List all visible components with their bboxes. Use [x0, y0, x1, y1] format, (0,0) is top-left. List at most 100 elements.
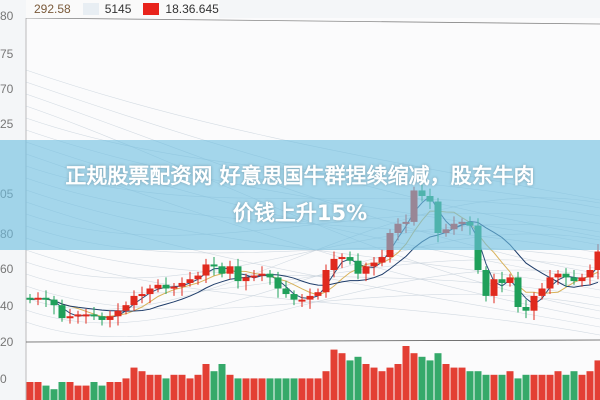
volume-bar [114, 382, 122, 400]
y-tick-label: 25 [0, 117, 14, 131]
volume-bar [234, 378, 242, 400]
moving-average-line [29, 210, 599, 318]
headline-line-1: 正规股票配资网 好意思国牛群捏续缩减，股东牛肉 [65, 164, 535, 188]
volume-bar [314, 378, 322, 400]
candle-body [202, 264, 210, 276]
volume-bar [522, 374, 530, 400]
candle-body [346, 257, 354, 261]
candle-body [50, 299, 58, 306]
volume-bar [218, 364, 226, 400]
background-curve [25, 285, 600, 310]
candle-body [290, 294, 298, 300]
volume-bar [418, 356, 426, 400]
volume-bar [282, 378, 290, 400]
candle-body [522, 307, 530, 311]
candle-body [82, 314, 90, 317]
candle-body [114, 310, 122, 317]
volume-bar [386, 367, 394, 400]
y-tick-label: 0 [0, 372, 7, 386]
candle-body [210, 264, 218, 267]
volume-bar [66, 382, 74, 400]
volume-bar [50, 389, 58, 400]
candle-body [26, 297, 34, 300]
candle-body [570, 277, 578, 282]
volume-bar [194, 374, 202, 400]
volume-bar [322, 371, 330, 400]
y-tick-label: 75 [0, 47, 14, 61]
volume-bar [570, 371, 578, 400]
candle-body [370, 262, 378, 267]
volume-bar [258, 378, 266, 400]
volume-bar [506, 371, 514, 400]
candle-body [490, 279, 498, 296]
candle-body [266, 273, 274, 278]
candle-body [162, 284, 170, 289]
volume-bar [106, 382, 114, 400]
headline-banner [0, 140, 600, 250]
volume-bar [530, 374, 538, 400]
volume-bar [90, 382, 98, 400]
y-tick-label: 80 [0, 9, 14, 23]
volume-bar [482, 374, 490, 400]
candle-body [514, 277, 522, 307]
candle-body [74, 314, 82, 317]
volume-bar [242, 378, 250, 400]
volume-bar [578, 374, 586, 400]
volume-bar [458, 367, 466, 400]
candle-body [546, 277, 554, 289]
candle-body [306, 295, 314, 300]
candle-body [146, 288, 154, 295]
candle-body [506, 277, 514, 283]
volume-bar [410, 353, 418, 400]
candle-body [178, 282, 186, 287]
volume-bar [170, 374, 178, 400]
volume-bar [138, 371, 146, 400]
legend-swatch-light [82, 3, 99, 15]
volume-bar [306, 378, 314, 400]
volume-bar [594, 360, 600, 400]
candle-body [226, 266, 234, 274]
candle-body [42, 297, 50, 300]
candle-body [186, 279, 194, 283]
volume-bar [122, 378, 130, 400]
candle-body [194, 275, 202, 280]
legend-value-3: 18.36.645 [165, 2, 219, 16]
volume-bar [298, 378, 306, 400]
volume-bar [154, 374, 162, 400]
volume-bar [162, 378, 170, 400]
volume-bar [450, 367, 458, 400]
candle-body [498, 279, 506, 283]
volume-bar [26, 382, 34, 400]
volume-bar [466, 371, 474, 400]
candle-body [538, 288, 546, 296]
top-border [25, 17, 600, 25]
volume-bar [34, 382, 42, 400]
candle-body [58, 305, 66, 319]
candle-body [586, 270, 594, 278]
legend-swatch-red [143, 3, 160, 15]
candle-body [338, 257, 346, 260]
candle-body [330, 258, 338, 270]
candle-body [554, 273, 562, 278]
volume-bar [330, 349, 338, 400]
candle-body [138, 294, 146, 297]
legend-bar: 292.58 5145 18.36.645 [26, 0, 219, 18]
volume-bar [338, 353, 346, 400]
candle-body [170, 286, 178, 289]
volume-bar [146, 374, 154, 400]
candle-body [482, 270, 490, 296]
candle-body [578, 277, 586, 282]
y-tick-label: 20 [0, 335, 14, 349]
candle-body [282, 288, 290, 295]
candle-body [218, 266, 226, 274]
volume-bar [346, 360, 354, 400]
candle-body [354, 260, 362, 274]
candle-body [122, 305, 130, 311]
volume-bar [186, 378, 194, 400]
volume-divider [25, 339, 600, 343]
volume-bar [474, 371, 482, 400]
candle-body [322, 270, 330, 293]
volume-bar [490, 374, 498, 400]
volume-bar [514, 378, 522, 400]
candle-body [242, 277, 250, 282]
